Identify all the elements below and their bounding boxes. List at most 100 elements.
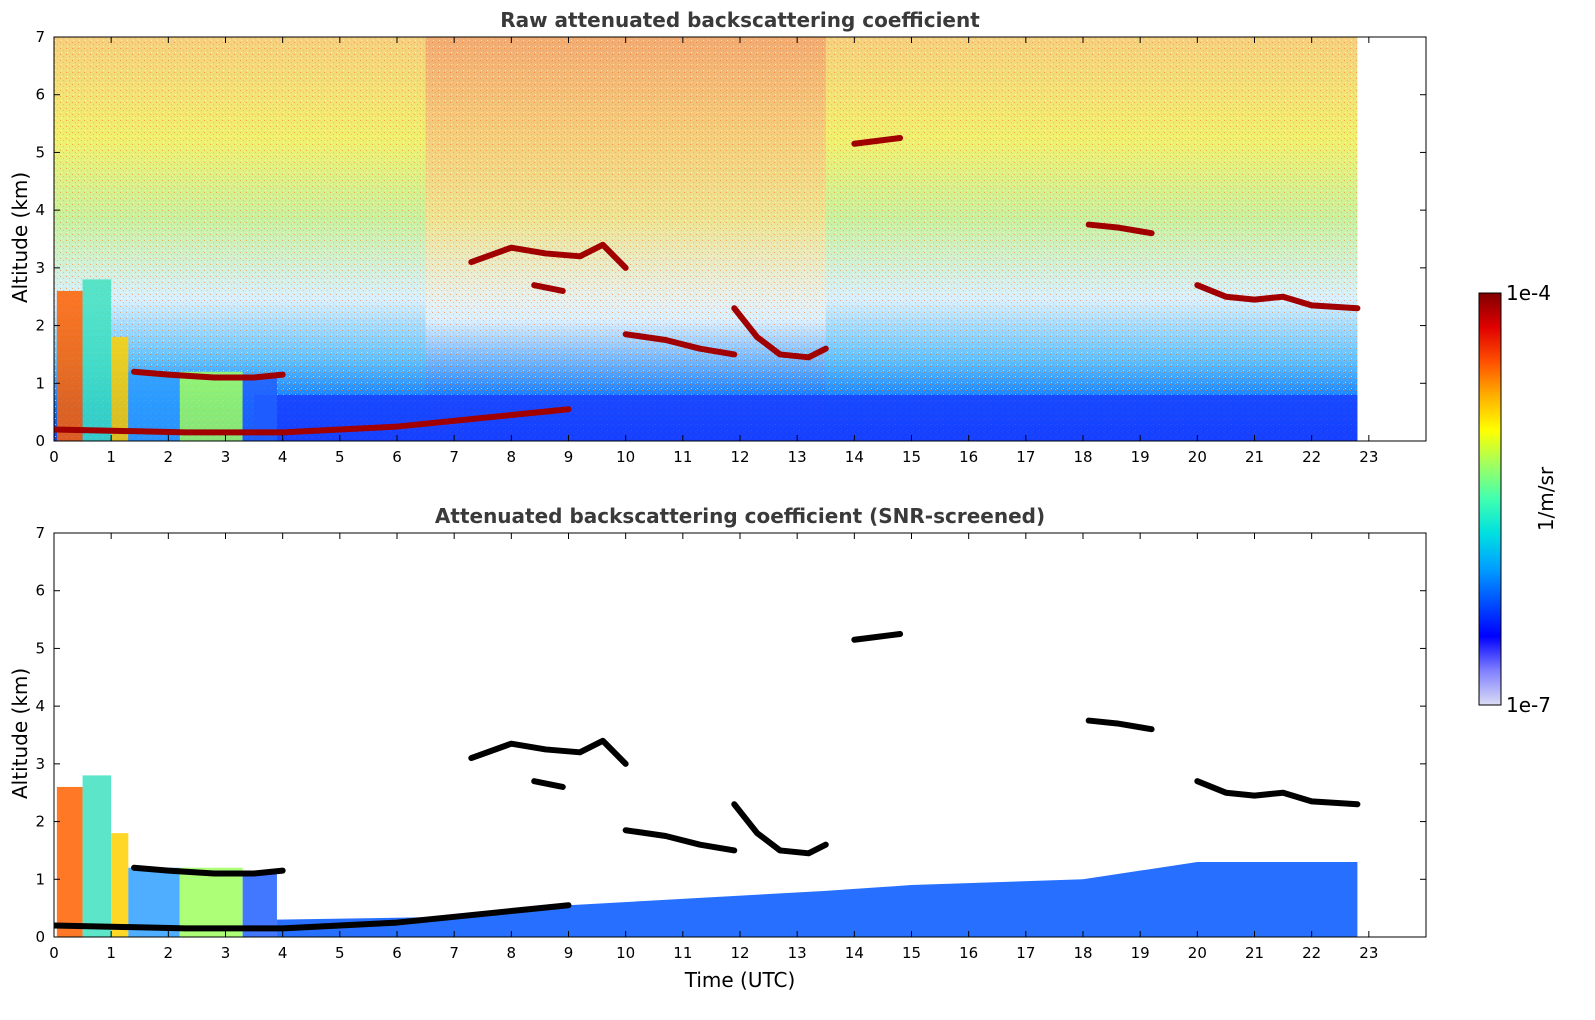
- top-chart-title: Raw attenuated backscattering coefficien…: [500, 8, 980, 32]
- bottom-x-tick-label: 20: [1188, 944, 1207, 962]
- top-x-tick-label: 16: [959, 448, 978, 466]
- top-x-tick-label: 12: [730, 448, 749, 466]
- top-x-tick-label: 20: [1188, 448, 1207, 466]
- colorbar-min-label: 1e-7: [1506, 693, 1551, 717]
- bottom-x-tick-label: 14: [845, 944, 864, 962]
- bottom-x-tick-label: 9: [564, 944, 574, 962]
- bottom-x-tick-label: 10: [616, 944, 635, 962]
- top-x-tick-label: 10: [616, 448, 635, 466]
- bottom-y-tick-label: 5: [35, 639, 45, 657]
- top-x-tick-label: 2: [164, 448, 174, 466]
- top-x-tick-label: 4: [278, 448, 288, 466]
- top-x-tick-label: 14: [845, 448, 864, 466]
- bottom-cloud-layer-mid-cloud-d: [731, 801, 829, 857]
- bottom-x-tick-label: 4: [278, 944, 288, 962]
- top-x-tick-label: 18: [1073, 448, 1092, 466]
- top-cloud-layer-evening-cloud-a: [1085, 221, 1155, 237]
- x-axis-label: Time (UTC): [684, 968, 796, 992]
- top-y-tick-label: 6: [35, 86, 45, 104]
- bottom-panel: 0 1 2 3 4 5 6 7 8 9 10 11 12 13 14 15 16 17 18 19 20 21 22 2301…: [35, 524, 1427, 962]
- top-panel: 0 1 2 3 4 5 6 7 8 9 10 11 12 13 14 15 16 17 18 19 20 21 22 2301…: [35, 28, 1427, 466]
- top-x-tick-label: 7: [449, 448, 459, 466]
- top-x-tick-label: 3: [221, 448, 231, 466]
- top-y-tick-label: 4: [35, 201, 45, 219]
- top-x-tick-label: 22: [1302, 448, 1321, 466]
- top-x-tick-label: 17: [1016, 448, 1035, 466]
- bottom-x-tick-label: 1: [106, 944, 116, 962]
- bottom-fog-column: [56, 786, 83, 937]
- bottom-x-tick-label: 13: [788, 944, 807, 962]
- top-cloud-layer-high-cloud: [851, 135, 904, 147]
- top-x-tick-label: 23: [1359, 448, 1378, 466]
- top-cloud-layer-boundary-layer: [54, 406, 572, 436]
- bottom-x-tick-label: 5: [335, 944, 345, 962]
- bottom-x-tick-label: 3: [221, 944, 231, 962]
- bottom-x-tick-label: 15: [902, 944, 921, 962]
- bottom-cloud-layer-mid-cloud-a: [468, 737, 629, 767]
- bottom-y-tick-label: 4: [35, 697, 45, 715]
- bottom-x-tick-label: 11: [673, 944, 692, 962]
- top-x-tick-label: 8: [507, 448, 517, 466]
- bottom-cloud-layer-evening-cloud-a: [1085, 717, 1155, 733]
- bottom-x-tick-label: 19: [1131, 944, 1150, 962]
- top-x-tick-label: 5: [335, 448, 345, 466]
- bottom-fog-column: [111, 833, 129, 937]
- top-y-tick-label: 2: [35, 317, 45, 335]
- top-y-tick-label: 7: [35, 28, 45, 46]
- bottom-x-tick-label: 8: [507, 944, 517, 962]
- bottom-y-tick-label: 7: [35, 524, 45, 542]
- top-x-tick-label: 15: [902, 448, 921, 466]
- colorbar: 1e-4 1e-7 1/m/sr: [1478, 281, 1558, 717]
- colorbar-max-label: 1e-4: [1506, 281, 1551, 305]
- bottom-x-tick-label: 6: [392, 944, 402, 962]
- top-x-tick-label: 19: [1131, 448, 1150, 466]
- bottom-chart-title: Attenuated backscattering coefficient (S…: [434, 504, 1046, 528]
- top-x-tick-label: 0: [49, 448, 59, 466]
- bottom-x-tick-label: 16: [959, 944, 978, 962]
- bottom-y-tick-label: 0: [35, 928, 45, 946]
- bottom-x-tick-label: 21: [1245, 944, 1264, 962]
- top-x-tick-label: 9: [564, 448, 574, 466]
- top-y-tick-label: 0: [35, 432, 45, 450]
- bottom-x-tick-label: 23: [1359, 944, 1378, 962]
- top-y-tick-label: 3: [35, 259, 45, 277]
- bottom-x-tick-label: 12: [730, 944, 749, 962]
- bottom-cloud-layer-low-cloud: [131, 864, 286, 877]
- bottom-x-tick-label: 0: [49, 944, 59, 962]
- bottom-cloud-layer-boundary-layer: [54, 902, 572, 932]
- top-cloud-layer-evening-cloud-b: [1194, 282, 1361, 312]
- bottom-y-tick-label: 3: [35, 755, 45, 773]
- top-fog-column: [111, 337, 129, 441]
- bottom-cloud-layer-mid-cloud-b: [531, 778, 566, 790]
- bottom-x-tick-label: 2: [164, 944, 174, 962]
- bottom-cloud-layer-evening-cloud-b: [1194, 778, 1361, 808]
- top-x-tick-label: 1: [106, 448, 116, 466]
- bottom-cloud-layer-mid-cloud-c: [622, 827, 738, 854]
- top-cloud-layer-mid-cloud-c: [622, 331, 738, 358]
- bottom-x-tick-label: 22: [1302, 944, 1321, 962]
- top-x-tick-label: 11: [673, 448, 692, 466]
- top-cloud-layer-low-cloud: [131, 368, 286, 381]
- top-fog-column: [56, 290, 83, 441]
- colorbar-gradient: [1478, 292, 1502, 706]
- bottom-plot-area: [54, 631, 1361, 937]
- bottom-x-tick-label: 7: [449, 944, 459, 962]
- bottom-aerosol-band: [276, 861, 1358, 937]
- bottom-cloud-layer-high-cloud: [851, 631, 904, 643]
- top-x-tick-label: 6: [392, 448, 402, 466]
- top-x-tick-label: 21: [1245, 448, 1264, 466]
- top-cloud-layer-mid-cloud-b: [531, 282, 566, 294]
- bottom-x-tick-label: 18: [1073, 944, 1092, 962]
- top-x-tick-label: 13: [788, 448, 807, 466]
- top-aerosol-band: [254, 394, 1358, 441]
- top-cloud-layer-mid-cloud-d: [731, 305, 829, 361]
- top-fog-column: [82, 279, 112, 441]
- bottom-y-tick-label: 1: [35, 870, 45, 888]
- bottom-fog-column: [82, 775, 112, 937]
- bottom-x-tick-label: 17: [1016, 944, 1035, 962]
- bottom-y-tick-label: 6: [35, 582, 45, 600]
- top-y-tick-label: 5: [35, 143, 45, 161]
- top-plot-area: [54, 37, 1361, 441]
- bottom-y-tick-label: 2: [35, 813, 45, 831]
